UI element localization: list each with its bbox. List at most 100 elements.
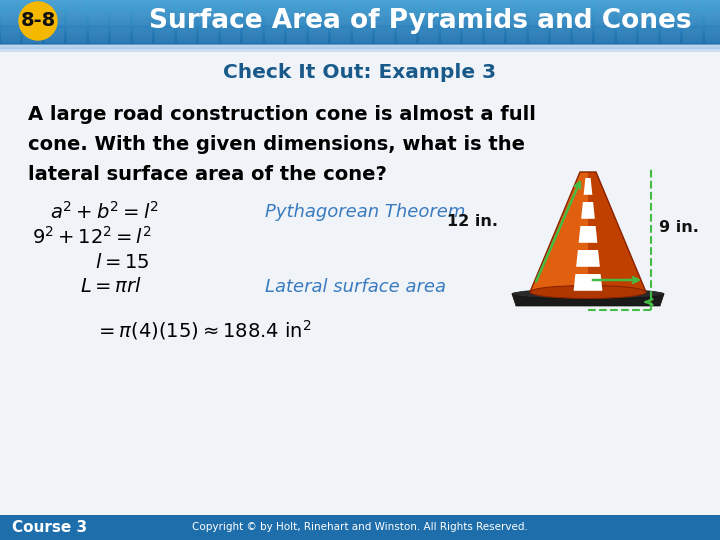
Bar: [133, 10, 152, 25]
Bar: [331, 10, 350, 25]
Bar: [177, 28, 196, 43]
Text: $L = \pi rl$: $L = \pi rl$: [80, 278, 142, 296]
Bar: [595, 10, 614, 25]
Bar: [45, 28, 64, 43]
Bar: [551, 28, 570, 43]
Bar: [0, 38, 720, 40]
Bar: [639, 0, 658, 7]
Bar: [67, 10, 86, 25]
Bar: [221, 28, 240, 43]
Text: Lateral surface area: Lateral surface area: [265, 278, 446, 296]
Bar: [529, 10, 548, 25]
Bar: [23, 0, 42, 7]
Bar: [111, 28, 130, 43]
Text: 12 in.: 12 in.: [447, 214, 498, 230]
Bar: [23, 10, 42, 25]
Text: 8-8: 8-8: [20, 11, 55, 30]
Bar: [661, 0, 680, 7]
Bar: [0, 23, 720, 25]
Bar: [199, 28, 218, 43]
Bar: [419, 10, 438, 25]
Bar: [639, 28, 658, 43]
Text: lateral surface area of the cone?: lateral surface area of the cone?: [28, 165, 387, 185]
Bar: [617, 0, 636, 7]
Text: Check It Out: Example 3: Check It Out: Example 3: [223, 63, 497, 82]
Bar: [0, 11, 720, 14]
Bar: [0, 40, 720, 43]
Bar: [353, 0, 372, 7]
Ellipse shape: [530, 286, 646, 299]
Bar: [441, 28, 460, 43]
Bar: [375, 28, 394, 43]
Bar: [287, 28, 306, 43]
Text: $l = 15$: $l = 15$: [95, 253, 150, 272]
Bar: [0, 45, 720, 46]
Bar: [0, 31, 720, 33]
Bar: [0, 0, 720, 2]
Bar: [309, 0, 328, 7]
Bar: [0, 6, 720, 9]
Bar: [419, 28, 438, 43]
Bar: [463, 28, 482, 43]
Bar: [0, 515, 720, 540]
Text: 9 in.: 9 in.: [659, 219, 699, 234]
Bar: [0, 47, 720, 48]
Text: $a^2 + b^2 = l^2$: $a^2 + b^2 = l^2$: [50, 201, 159, 223]
Bar: [397, 10, 416, 25]
Bar: [441, 0, 460, 7]
Bar: [243, 0, 262, 7]
Bar: [0, 46, 720, 47]
Bar: [0, 44, 720, 45]
Polygon shape: [530, 172, 588, 292]
Bar: [89, 0, 108, 7]
Bar: [573, 28, 592, 43]
Bar: [529, 28, 548, 43]
Bar: [221, 0, 240, 7]
Bar: [353, 10, 372, 25]
Bar: [265, 10, 284, 25]
Bar: [0, 9, 720, 11]
Bar: [507, 10, 526, 25]
Bar: [221, 10, 240, 25]
Bar: [0, 2, 720, 4]
Bar: [89, 28, 108, 43]
Bar: [0, 4, 720, 6]
Text: Pythagorean Theorem: Pythagorean Theorem: [265, 203, 465, 221]
Bar: [397, 28, 416, 43]
Text: A large road construction cone is almost a full: A large road construction cone is almost…: [28, 105, 536, 125]
Bar: [705, 28, 720, 43]
Bar: [375, 10, 394, 25]
Text: $= \pi(4)(15) \approx 188.4\ \mathrm{in}^2$: $= \pi(4)(15) \approx 188.4\ \mathrm{in}…: [95, 318, 312, 342]
Polygon shape: [579, 226, 598, 243]
Bar: [67, 28, 86, 43]
Bar: [683, 10, 702, 25]
Bar: [639, 10, 658, 25]
Bar: [155, 10, 174, 25]
Text: cone. With the given dimensions, what is the: cone. With the given dimensions, what is…: [28, 136, 525, 154]
Bar: [595, 0, 614, 7]
Bar: [45, 0, 64, 7]
Text: Surface Area of Pyramids and Cones: Surface Area of Pyramids and Cones: [149, 8, 691, 34]
Bar: [155, 28, 174, 43]
Bar: [463, 10, 482, 25]
Bar: [595, 28, 614, 43]
Bar: [705, 10, 720, 25]
Bar: [177, 10, 196, 25]
Bar: [0, 29, 720, 31]
Bar: [243, 10, 262, 25]
Bar: [265, 28, 284, 43]
Bar: [1, 0, 20, 7]
Bar: [397, 0, 416, 7]
Bar: [133, 28, 152, 43]
Bar: [0, 14, 720, 16]
Bar: [0, 18, 720, 20]
Bar: [133, 0, 152, 7]
Bar: [705, 0, 720, 7]
Bar: [573, 10, 592, 25]
Polygon shape: [588, 172, 646, 292]
Polygon shape: [574, 274, 603, 291]
Bar: [89, 10, 108, 25]
Bar: [551, 0, 570, 7]
Ellipse shape: [512, 289, 664, 299]
Bar: [111, 10, 130, 25]
